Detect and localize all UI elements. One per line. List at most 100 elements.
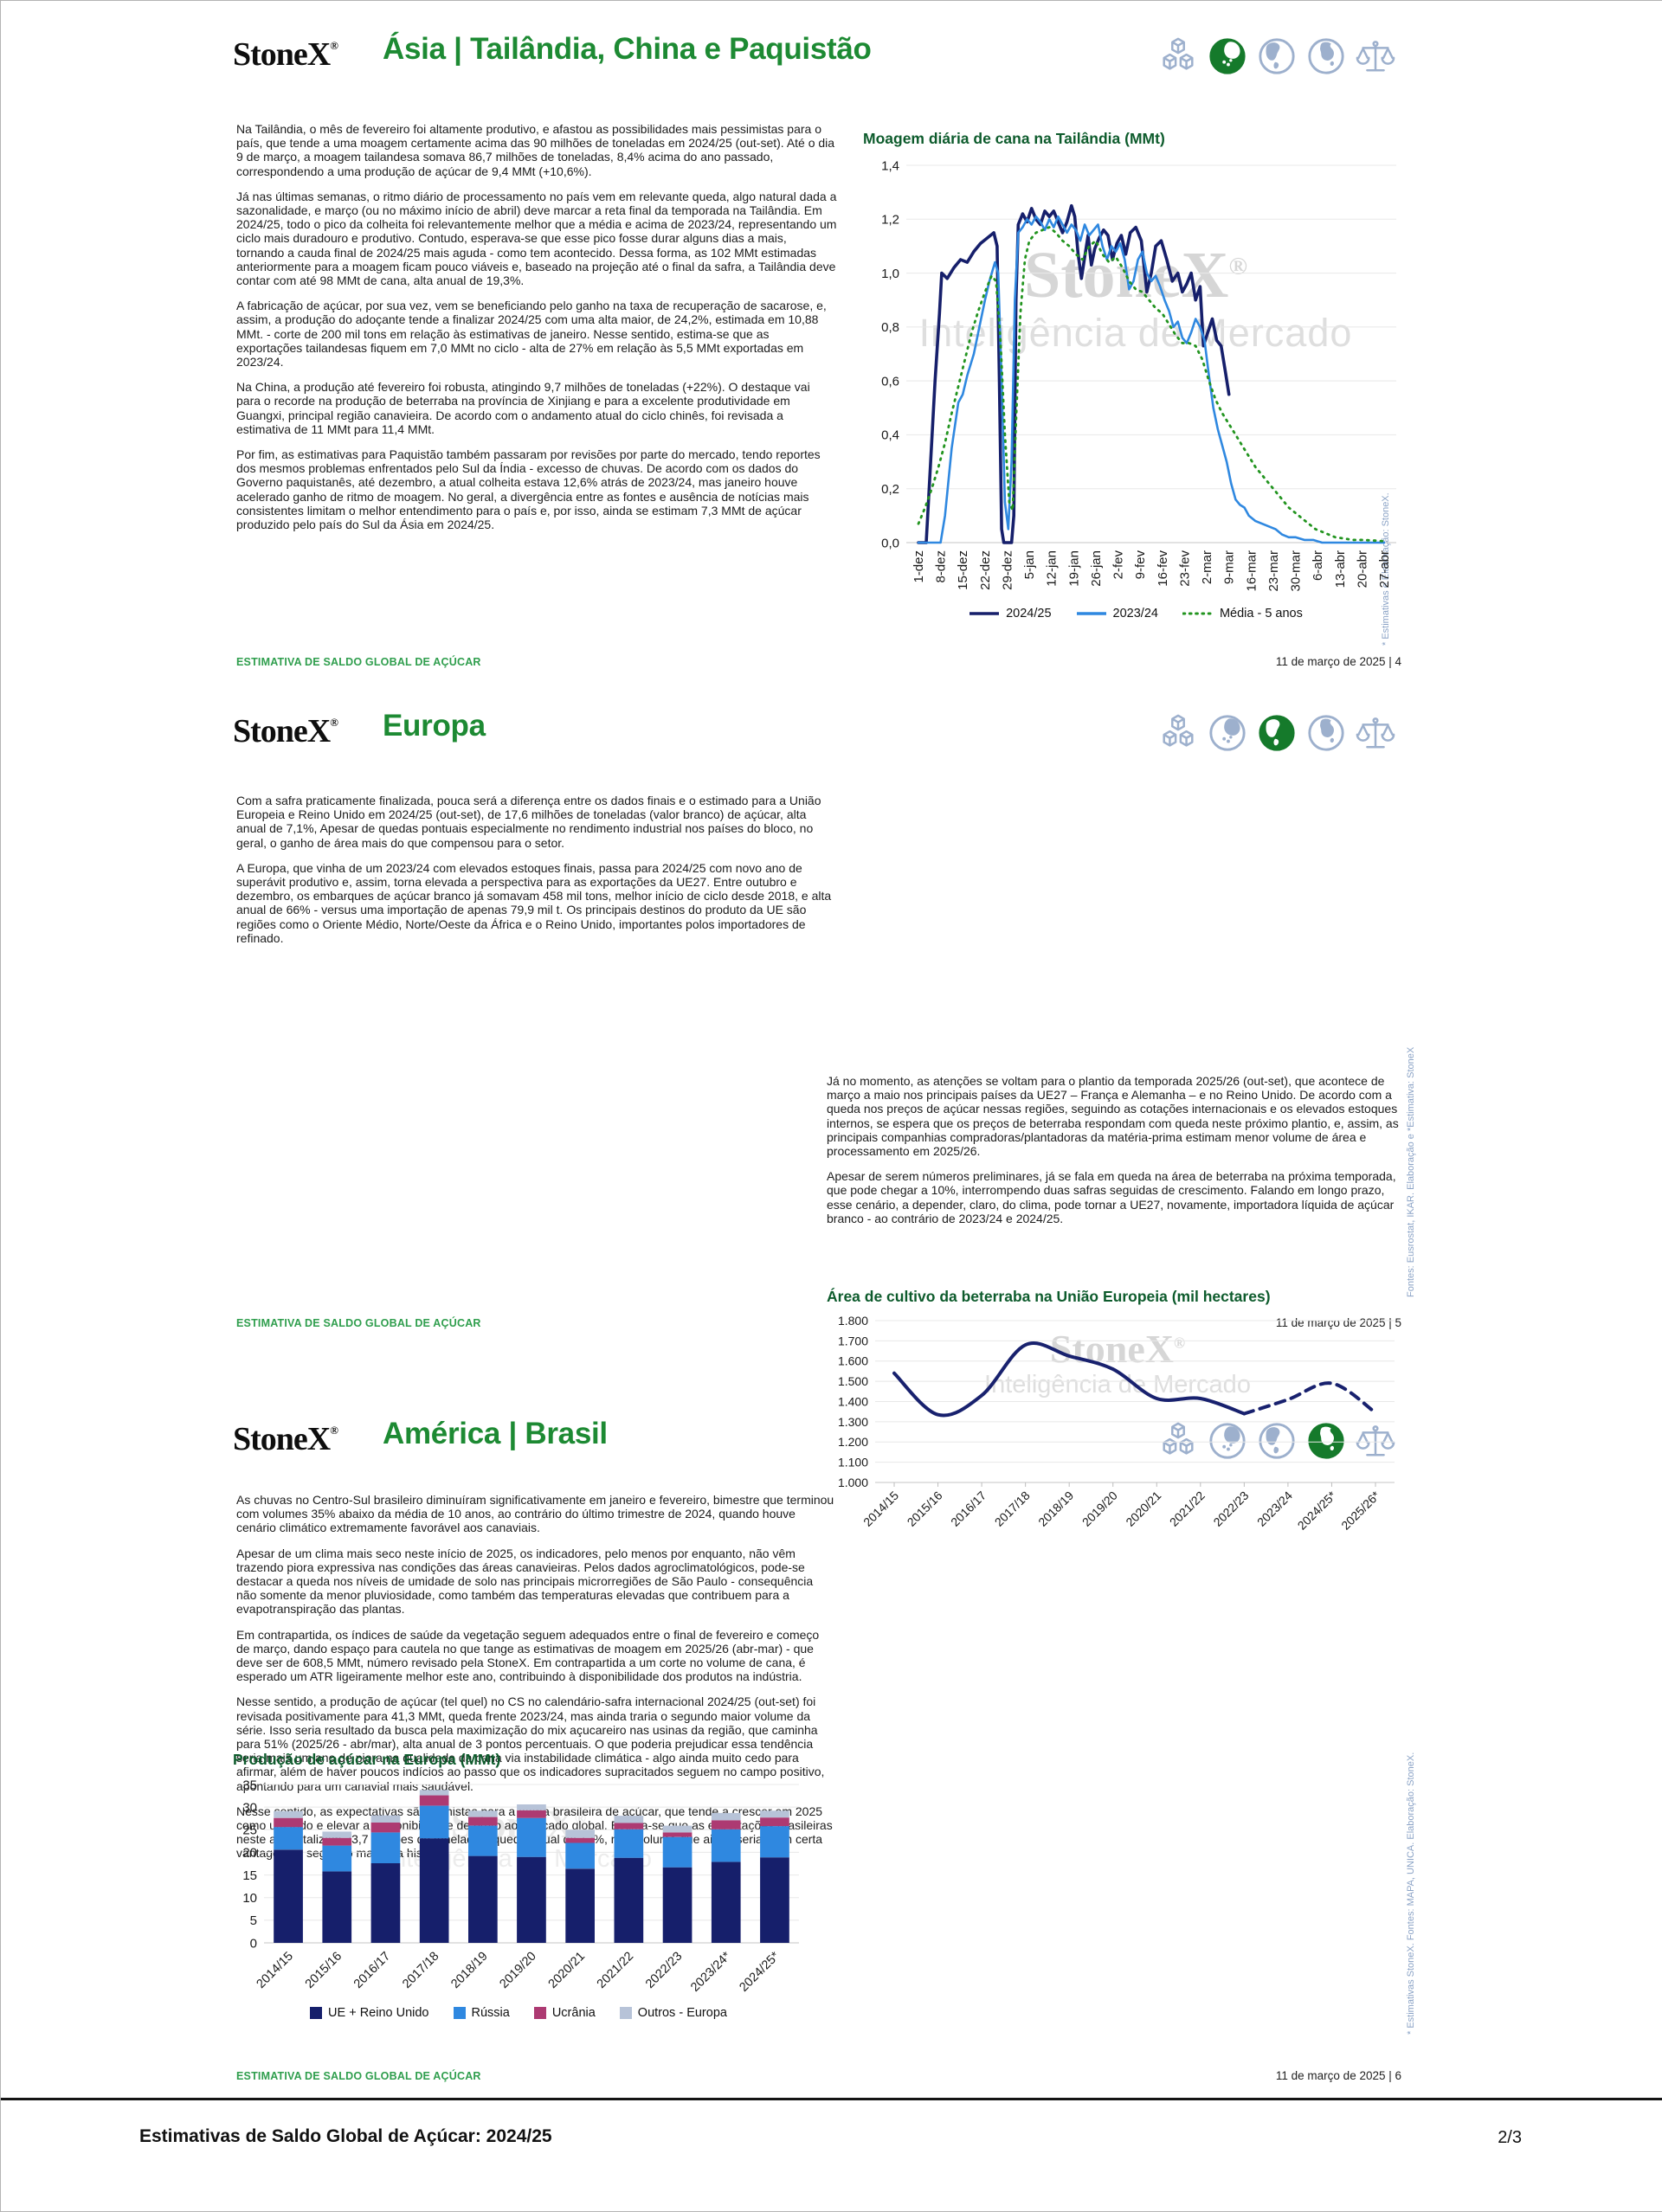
- svg-text:2021/22: 2021/22: [595, 1950, 636, 1991]
- legend-label: Média - 5 anos: [1219, 607, 1303, 621]
- svg-text:0,2: 0,2: [881, 482, 899, 497]
- svg-text:30: 30: [242, 1801, 257, 1816]
- svg-text:12-jan: 12-jan: [1045, 550, 1060, 587]
- section-icons: [1158, 35, 1395, 80]
- globe-americas-icon: [1257, 1421, 1297, 1465]
- legend-item: Média - 5 anos: [1182, 607, 1303, 621]
- svg-text:2019/20: 2019/20: [1079, 1488, 1120, 1528]
- sugar-cubes-icon: [1158, 36, 1198, 80]
- svg-text:1.500: 1.500: [838, 1374, 868, 1388]
- svg-text:1,4: 1,4: [881, 159, 899, 174]
- paragraph: Nesse sentido, a produção de açúcar (tel…: [236, 1694, 825, 1793]
- eu-beet-area-chart: Área de cultivo da beterraba na União Eu…: [827, 1287, 1408, 1534]
- legend-label: 2023/24: [1112, 607, 1158, 621]
- stonex-logo-text: StoneX: [233, 36, 331, 73]
- globe-americas-icon: [1257, 713, 1297, 757]
- svg-text:2017/18: 2017/18: [992, 1488, 1033, 1528]
- svg-text:1.600: 1.600: [838, 1354, 868, 1367]
- svg-text:15: 15: [242, 1868, 257, 1883]
- svg-text:1.700: 1.700: [838, 1334, 868, 1347]
- svg-text:2023/24*: 2023/24*: [688, 1949, 734, 1995]
- legend-item: UE + Reino Unido: [310, 2006, 429, 2021]
- svg-text:25: 25: [242, 1823, 257, 1838]
- paragraph: Na Tailândia, o mês de fevereiro foi alt…: [236, 122, 835, 178]
- svg-text:0,6: 0,6: [881, 375, 899, 389]
- svg-text:5: 5: [250, 1913, 257, 1928]
- scales-icon: [1356, 713, 1395, 757]
- svg-text:0,4: 0,4: [881, 428, 899, 443]
- chart-title: Moagem diária de cana na Tailândia (MMt): [863, 130, 1165, 147]
- body-text-column-right: Já no momento, as atenções se voltam par…: [827, 1074, 1412, 1237]
- legend-item: Ucrânia: [533, 2006, 596, 2020]
- section-title-europa: Europa: [383, 709, 486, 743]
- paragraph: A Europa, que vinha de um 2023/24 com el…: [236, 860, 832, 945]
- section-brasil: StoneX® América | Brasil As chuvas no Ce…: [1, 1011, 1662, 2082]
- svg-text:1.200: 1.200: [838, 1435, 868, 1449]
- footer-divider: [1, 2098, 1662, 2100]
- svg-text:1,0: 1,0: [881, 267, 899, 281]
- document-footer-title: Estimativas de Saldo Global de Açúcar: 2…: [139, 2126, 552, 2146]
- svg-text:20: 20: [242, 1846, 257, 1861]
- paragraph: Já nas últimas semanas, o ritmo diário d…: [236, 189, 837, 288]
- legend-label: UE + Reino Unido: [328, 2006, 429, 2021]
- paragraph: Na China, a produção até fevereiro foi r…: [236, 380, 810, 436]
- svg-text:2018/19: 2018/19: [1035, 1488, 1076, 1528]
- source-note-vertical: Fontes: Eusrostat, IKAR. Elaboração e *E…: [1406, 1046, 1416, 1297]
- registered-mark: ®: [330, 1424, 338, 1437]
- scales-icon: [1356, 1421, 1395, 1465]
- legend-item: Outros - Europa: [619, 2006, 727, 2020]
- svg-text:10: 10: [242, 1891, 257, 1906]
- svg-text:29-dez: 29-dez: [1000, 550, 1015, 590]
- legend-item: Rússia: [453, 2006, 510, 2021]
- svg-text:23-mar: 23-mar: [1266, 550, 1281, 592]
- section-icons: [1158, 712, 1395, 757]
- stonex-logo: StoneX®: [233, 35, 338, 74]
- sugar-cubes-icon: [1158, 713, 1198, 757]
- svg-text:2021/22: 2021/22: [1167, 1488, 1208, 1528]
- svg-text:2018/19: 2018/19: [448, 1950, 490, 1991]
- svg-text:35: 35: [242, 1778, 257, 1792]
- globe-europe-africa-icon: [1306, 713, 1346, 757]
- thailand-milling-chart: Moagem diária de cana na Tailândia (MMt)…: [863, 129, 1408, 621]
- svg-text:0: 0: [250, 1936, 257, 1951]
- svg-text:23-fev: 23-fev: [1177, 550, 1192, 587]
- svg-text:2020/21: 2020/21: [546, 1950, 588, 1991]
- globe-americas-icon: [1257, 36, 1297, 80]
- svg-text:2022/23: 2022/23: [643, 1950, 685, 1991]
- paragraph: Já no momento, as atenções se voltam par…: [827, 1074, 1399, 1159]
- svg-text:2016/17: 2016/17: [948, 1488, 989, 1528]
- section-title-brasil: América | Brasil: [383, 1417, 608, 1450]
- globe-asia-icon: [1208, 36, 1247, 80]
- svg-text:2-fev: 2-fev: [1111, 550, 1126, 580]
- svg-text:2024/25*: 2024/25*: [1295, 1488, 1339, 1532]
- svg-text:2014/15: 2014/15: [254, 1950, 296, 1991]
- legend-label: Rússia: [471, 2006, 510, 2021]
- section-title-asia: Ásia | Tailândia, China e Paquistão: [383, 32, 872, 66]
- svg-text:8-dez: 8-dez: [934, 550, 949, 583]
- svg-text:2020/21: 2020/21: [1123, 1488, 1163, 1528]
- svg-text:1-dez: 1-dez: [912, 550, 926, 583]
- svg-text:27-abr: 27-abr: [1377, 550, 1392, 588]
- chart-title: Área de cultivo da beterraba na União Eu…: [827, 1288, 1271, 1306]
- section-footer-date: 11 de março de 2025 | 5: [1275, 1316, 1401, 1329]
- svg-text:16-mar: 16-mar: [1244, 550, 1259, 592]
- body-text-column-left: Com a safra praticamente finalizada, pou…: [236, 794, 835, 956]
- svg-text:1.000: 1.000: [838, 1476, 868, 1489]
- chart-legend: UE + Reino Unido Rússia Ucrânia Outros - Eu…: [233, 2006, 804, 2020]
- source-note-vertical: * Estimativas StoneX. Fontes: MAPA, UNIC…: [1406, 1752, 1416, 2035]
- svg-text:0,0: 0,0: [881, 537, 899, 551]
- svg-text:26-jan: 26-jan: [1089, 550, 1104, 587]
- section-footer-date: 11 de março de 2025 | 6: [1275, 2069, 1401, 2082]
- section-footer-label: ESTIMATIVA DE SALDO GLOBAL DE AÇÚCAR: [236, 2070, 481, 2082]
- svg-text:1.800: 1.800: [838, 1314, 868, 1328]
- paragraph: Por fim, as estimativas para Paquistão t…: [236, 447, 821, 532]
- svg-text:5-jan: 5-jan: [1022, 550, 1037, 579]
- stonex-logo: StoneX®: [233, 1420, 338, 1458]
- svg-text:9-mar: 9-mar: [1222, 550, 1237, 584]
- svg-text:19-jan: 19-jan: [1066, 550, 1081, 587]
- paragraph: As chuvas no Centro-Sul brasileiro dimin…: [236, 1493, 834, 1535]
- stonex-logo-text: StoneX: [233, 713, 331, 749]
- svg-text:2-mar: 2-mar: [1200, 550, 1214, 584]
- svg-text:2025/26*: 2025/26*: [1338, 1488, 1382, 1532]
